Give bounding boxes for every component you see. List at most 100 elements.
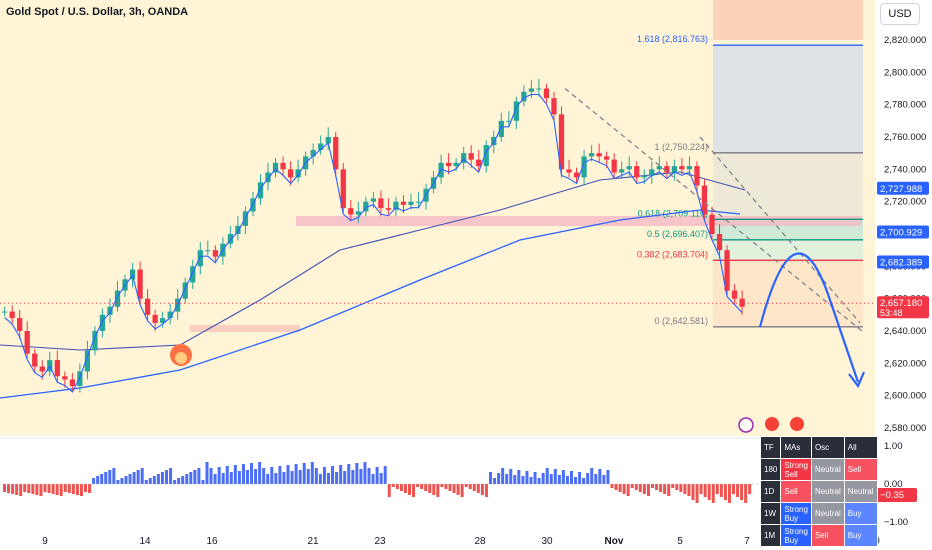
oscillator-bar [695, 484, 699, 503]
oscillator-bar [51, 484, 55, 494]
oscillator-bar [460, 484, 464, 497]
oscillator-bar [594, 474, 598, 484]
oscillator-bar [565, 476, 569, 484]
candle-body [348, 208, 354, 215]
oscillator-bar [727, 484, 731, 503]
oscillator-bar [428, 484, 432, 493]
ma-50-line [0, 171, 746, 351]
candle-body [39, 366, 45, 372]
price-axis-background [875, 0, 932, 550]
oscillator-bar [383, 466, 387, 484]
oscillator-bar [484, 484, 488, 497]
oscillator-bar [578, 472, 582, 484]
oscillator-bar [703, 484, 707, 497]
currency-button[interactable]: USD [880, 3, 920, 25]
oscillator-bar [464, 484, 468, 487]
candle-body [581, 156, 587, 178]
candle-body [235, 225, 241, 234]
candle-body [393, 201, 399, 210]
oscillator-bar [237, 471, 241, 484]
mas-cell: Sell [780, 480, 812, 503]
table-header-cell: MAs [780, 436, 812, 459]
oscillator-bar [213, 474, 217, 484]
price-tag [877, 255, 929, 269]
candle-body [709, 214, 715, 234]
table-row: 1W Strong Buy Neutral Buy [759, 502, 878, 525]
oscillator-bar [533, 472, 537, 484]
oscillator-bar [509, 469, 513, 484]
oscillator-bar [363, 462, 367, 484]
oscillator-bar [266, 474, 270, 484]
oscillator-bar [55, 484, 59, 495]
oscillator-tick-label: 0.00 [884, 479, 903, 490]
oscillator-bar [205, 462, 209, 484]
oscillator-bar [96, 476, 100, 484]
oscillator-bar [651, 484, 654, 488]
oscillator-bar [642, 484, 646, 494]
us-flag-icon [765, 417, 779, 431]
oscillator-bar [675, 484, 679, 490]
oscillator-value-label: −0.35 [880, 490, 904, 501]
candle-body [596, 153, 602, 157]
candle-body [160, 318, 166, 323]
candle-body [558, 114, 565, 170]
price-tick-label: 2,780.000 [884, 100, 926, 111]
tf-cell: 180 [759, 458, 782, 481]
oscillator-bar [440, 484, 444, 487]
candle-body [694, 166, 700, 186]
oscillator-bar [614, 484, 618, 490]
oscillator-bar [221, 473, 225, 484]
oscillator-bar [719, 484, 723, 497]
time-tick-label: 14 [139, 536, 151, 547]
candle-body [152, 314, 158, 323]
candle-body [626, 166, 632, 170]
time-tick-label: 5 [677, 536, 683, 547]
oscillator-bar [582, 478, 586, 484]
oscillator-bar [655, 484, 659, 490]
oscillator-bar [339, 465, 343, 484]
all-cell: Neutral [843, 480, 878, 503]
candle-body [17, 318, 23, 331]
oscillator-bar [165, 470, 168, 484]
candle-body [716, 234, 723, 251]
candle-body [242, 211, 249, 226]
oscillator-bar [570, 471, 573, 484]
oscillator-bar [104, 472, 108, 484]
osc-cell: Neutral [810, 458, 845, 481]
candle-body [363, 201, 369, 212]
candle-body [182, 282, 188, 299]
oscillator-bar [452, 484, 456, 493]
oscillator-bar [286, 465, 290, 484]
candle-body [656, 166, 662, 170]
oscillator-bar [274, 473, 278, 484]
oscillator-bar [327, 473, 330, 484]
candle-body [543, 88, 550, 99]
oscillator-bar [351, 470, 355, 484]
oscillator-bar [671, 484, 675, 488]
candle-body [445, 162, 452, 167]
candle-body [664, 166, 670, 173]
oscillator-bar [185, 474, 189, 484]
price-tick-label: 2,720.000 [884, 197, 926, 208]
oscillator-bar [408, 484, 411, 495]
oscillator-bar [476, 484, 480, 493]
oscillator-bar [270, 467, 274, 484]
candle-body [227, 234, 234, 244]
oscillator-bar [602, 475, 606, 484]
candle-body [107, 306, 113, 315]
oscillator-bar [505, 474, 509, 484]
candle-body [498, 120, 504, 137]
resistance-zone-box [296, 216, 862, 226]
rating-table: TF MAs Osc All 180 Strong Sell Neutral S… [759, 436, 878, 547]
oscillator-bar [298, 470, 302, 484]
candle-body [92, 331, 98, 351]
oscillator-tick-label: 1.00 [884, 441, 903, 452]
oscillator-bar [663, 484, 667, 494]
price-tag-label: 2,682.389 [880, 257, 922, 268]
oscillator-bar [241, 464, 245, 484]
price-tag [877, 181, 929, 195]
candle-body [144, 298, 151, 315]
oscillator-bar [144, 480, 148, 484]
oscillator-bar [108, 470, 112, 484]
